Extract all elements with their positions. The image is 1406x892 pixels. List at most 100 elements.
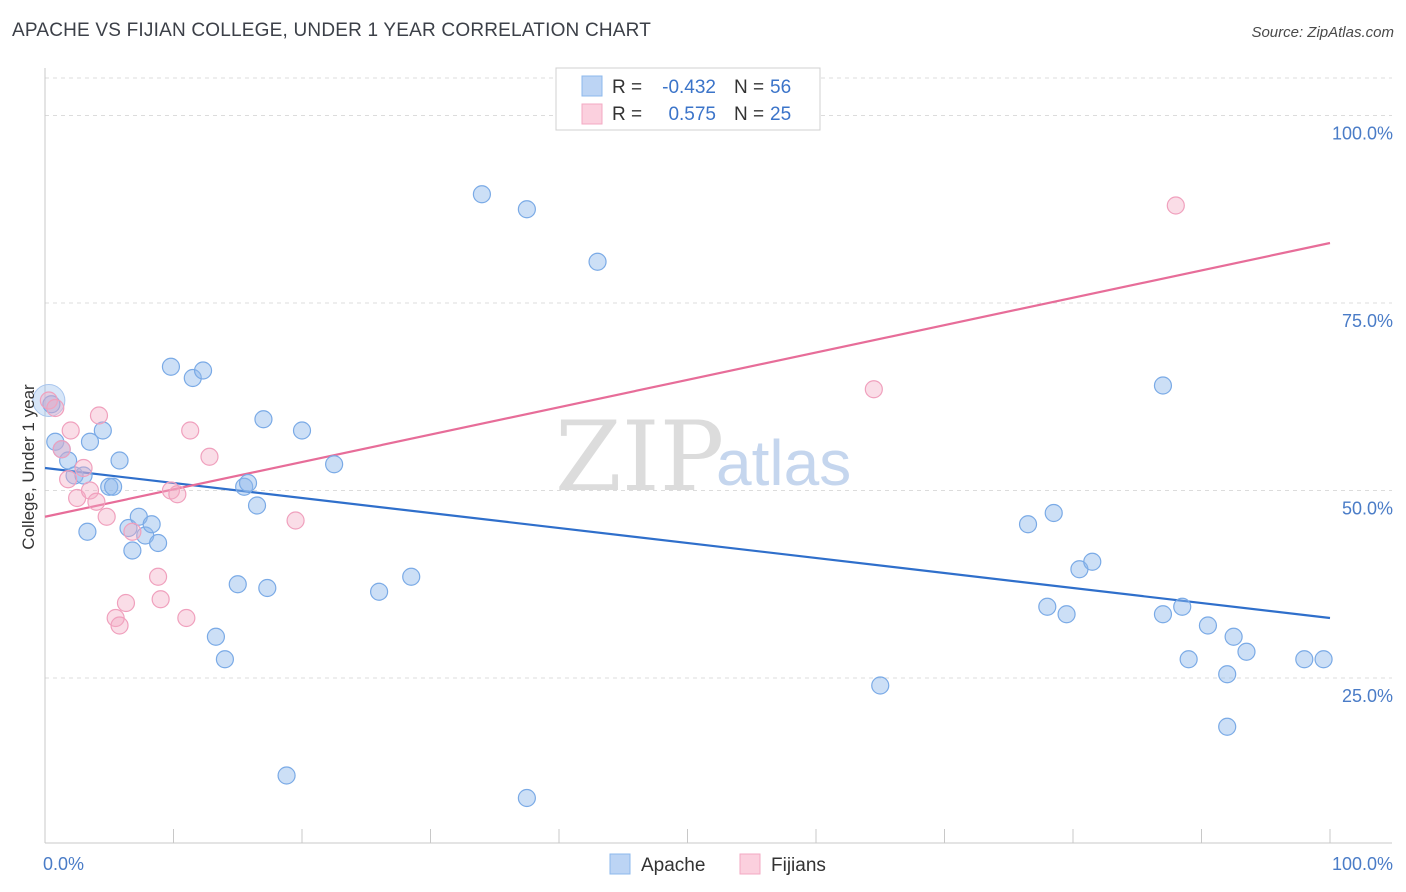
fijians-r-value: 0.575 bbox=[668, 104, 716, 125]
apache-point bbox=[228, 575, 247, 594]
apache-point bbox=[74, 466, 93, 485]
apache-point bbox=[258, 578, 277, 598]
apache-point bbox=[93, 421, 112, 440]
fijians-point bbox=[151, 590, 170, 609]
apache-point bbox=[1018, 515, 1038, 534]
fijians-point bbox=[148, 567, 168, 586]
fijians-point bbox=[177, 608, 196, 628]
fijians-point bbox=[59, 470, 78, 489]
apache-point bbox=[1173, 597, 1192, 616]
apache-point bbox=[80, 432, 100, 451]
y-tick-label: 75.0% bbox=[1342, 311, 1393, 331]
fijians-point bbox=[97, 507, 116, 526]
grid-lines bbox=[45, 77, 1392, 679]
apache-point bbox=[292, 421, 312, 440]
apache-point bbox=[472, 185, 491, 204]
apache-point bbox=[517, 788, 536, 808]
fijians-point bbox=[181, 421, 200, 440]
y-axis-label: College, Under 1 year bbox=[19, 384, 38, 550]
fijians-point bbox=[286, 511, 305, 530]
fijians-point bbox=[52, 440, 71, 459]
fijians-n-value: 25 bbox=[770, 104, 791, 125]
apache-point bbox=[1218, 717, 1237, 736]
apache-r-label: R = bbox=[612, 77, 642, 98]
apache-point bbox=[402, 567, 421, 586]
y-tick-label: 50.0% bbox=[1342, 499, 1393, 519]
watermark-zip: ZIP bbox=[555, 401, 724, 513]
x-tick-labels: 0.0% 100.0% bbox=[43, 854, 1393, 874]
apache-point bbox=[1224, 627, 1243, 646]
apache-point bbox=[1153, 376, 1173, 395]
watermark-atlas: atlas bbox=[716, 427, 851, 499]
y-tick-label: 25.0% bbox=[1342, 686, 1393, 706]
fijians-point bbox=[168, 485, 187, 504]
apache-point bbox=[110, 451, 129, 470]
apache-point bbox=[193, 361, 213, 380]
apache-point bbox=[206, 627, 226, 646]
apache-point bbox=[238, 473, 258, 493]
apache-point bbox=[588, 252, 607, 271]
fijians-point bbox=[110, 616, 129, 635]
apache-point bbox=[1237, 642, 1256, 661]
apache-r-value: -0.432 bbox=[662, 77, 716, 98]
apache-legend-swatch bbox=[581, 75, 603, 97]
stats-legend: R = -0.432 N = 56 R = 0.575 N = 25 bbox=[555, 67, 821, 131]
apache-point bbox=[370, 582, 389, 601]
fijians-bottom-label: Fijians bbox=[771, 855, 826, 876]
apache-point bbox=[183, 368, 202, 388]
apache-point bbox=[104, 477, 123, 496]
fijians-trend-line bbox=[44, 241, 1331, 518]
apache-point bbox=[1218, 665, 1237, 684]
x-tick-label-end: 100.0% bbox=[1332, 854, 1393, 874]
fijians-n-label: N = bbox=[734, 104, 764, 125]
apache-point bbox=[78, 522, 97, 541]
apache-bottom-swatch bbox=[609, 853, 631, 875]
apache-point bbox=[59, 451, 78, 470]
apache-point bbox=[1179, 650, 1198, 669]
fijians-point bbox=[116, 593, 136, 613]
apache-point bbox=[1198, 616, 1218, 635]
fijians-r-label: R = bbox=[612, 104, 642, 125]
fijians-point bbox=[87, 492, 106, 511]
apache-point bbox=[254, 410, 273, 429]
apache-n-value: 56 bbox=[770, 77, 791, 98]
apache-point bbox=[142, 515, 161, 534]
apache-point bbox=[1057, 605, 1076, 624]
trend-lines bbox=[44, 241, 1331, 620]
apache-point bbox=[1044, 503, 1063, 523]
apache-point bbox=[325, 455, 344, 474]
fijians-point bbox=[39, 391, 58, 410]
watermark: ZIP atlas bbox=[555, 401, 851, 513]
fijians-point bbox=[864, 380, 883, 399]
fijians-point bbox=[123, 522, 142, 541]
y-tick-labels: 25.0% 50.0% 75.0% 100.0% bbox=[1332, 124, 1393, 707]
fijians-bottom-swatch bbox=[739, 853, 761, 875]
apache-point bbox=[148, 533, 168, 553]
apache-point bbox=[1083, 552, 1102, 571]
apache-n-label: N = bbox=[734, 77, 764, 98]
apache-point bbox=[1038, 597, 1057, 616]
chart-title: APACHE VS FIJIAN COLLEGE, UNDER 1 YEAR C… bbox=[12, 20, 652, 41]
fijians-point bbox=[1166, 196, 1185, 215]
apache-point bbox=[247, 496, 267, 515]
apache-cluster-point bbox=[32, 384, 66, 417]
fijians-point bbox=[89, 406, 109, 425]
fijians-point bbox=[80, 481, 100, 500]
fijians-point bbox=[61, 421, 80, 440]
fijians-point bbox=[200, 447, 219, 466]
apache-point bbox=[215, 650, 234, 669]
apache-point bbox=[277, 766, 296, 785]
fijians-legend-swatch bbox=[581, 103, 603, 125]
apache-point bbox=[123, 541, 142, 560]
apache-point bbox=[871, 676, 890, 695]
apache-point bbox=[1153, 605, 1173, 624]
x-tick-label-start: 0.0% bbox=[43, 854, 84, 874]
data-points bbox=[32, 185, 1333, 808]
apache-point bbox=[46, 432, 65, 451]
apache-point bbox=[100, 477, 119, 496]
apache-trend-line bbox=[44, 466, 1331, 620]
y-tick-label: 100.0% bbox=[1332, 124, 1393, 144]
apache-bottom-label: Apache bbox=[641, 855, 705, 876]
fijians-point bbox=[74, 458, 93, 478]
